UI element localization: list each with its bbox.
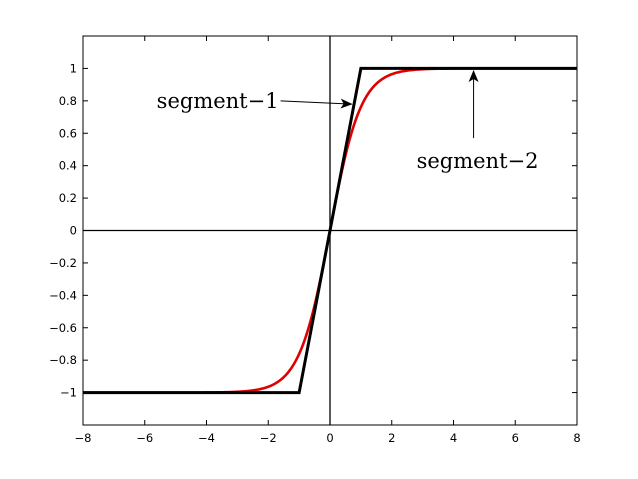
annotation-label-2: segment−2 xyxy=(417,149,539,173)
x-tick-label: 4 xyxy=(450,431,457,445)
annotation-label-1: segment−1 xyxy=(157,89,279,113)
y-tick-label: 1 xyxy=(70,61,77,75)
x-tick-label: 6 xyxy=(512,431,519,445)
series-line-2 xyxy=(83,66,577,395)
y-tick-label: 0.2 xyxy=(59,191,77,205)
x-tick-label: 0 xyxy=(326,431,333,445)
x-tick-label: −6 xyxy=(136,431,153,445)
y-tick-label: −0.8 xyxy=(49,353,77,367)
y-tick-label: 0 xyxy=(70,224,77,238)
y-tick-label: −0.4 xyxy=(49,288,77,302)
x-tick-label: −2 xyxy=(260,431,277,445)
y-tick-label: −0.2 xyxy=(49,256,77,270)
y-tick-label: −1 xyxy=(60,386,77,400)
annotations-layer: segment−1 segment−2 xyxy=(157,70,539,173)
x-tick-label: 8 xyxy=(573,431,580,445)
x-tick-label: 2 xyxy=(388,431,395,445)
annotation-arrow-1 xyxy=(280,98,353,109)
y-tick-label: 0.4 xyxy=(59,159,77,173)
x-tick-label: −4 xyxy=(198,431,215,445)
y-tick-label: 0.6 xyxy=(59,126,77,140)
x-tick-label: −8 xyxy=(75,431,92,445)
y-tick-label: −0.6 xyxy=(49,321,77,335)
ticks-layer: −8 −6 −4 −2 0 2 4 6 8 −1 −0.8 −0.6 −0.4 −0.2 0 0.2 0.4 0.… xyxy=(49,36,581,445)
series-layer xyxy=(83,66,577,395)
y-tick-label: 0.8 xyxy=(59,94,77,108)
